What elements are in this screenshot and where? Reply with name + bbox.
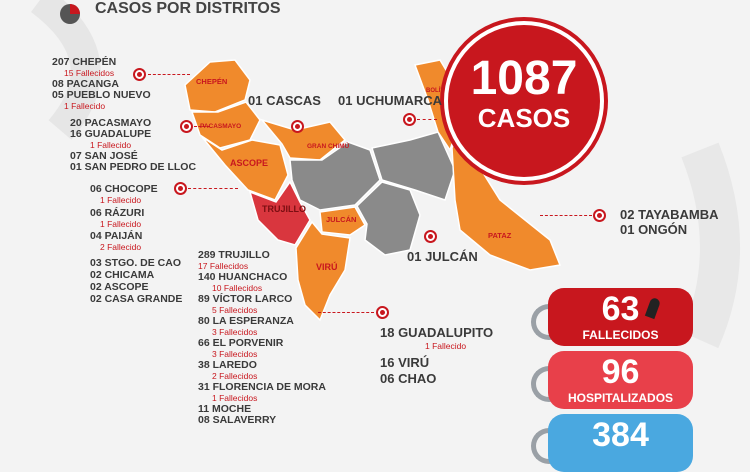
list-item: 03 STGO. DE CAO <box>90 257 182 269</box>
list-item: 02 CHICAMA <box>90 269 155 281</box>
map-label-trujillo: TRUJILLO <box>262 204 306 214</box>
list-item: 16 GUADALUPE <box>70 128 152 140</box>
list-item: 207 CHEPÉN <box>52 56 117 68</box>
list-item: 07 SAN JOSÉ <box>70 150 138 162</box>
map-label-pataz: PATAZ <box>488 231 512 240</box>
list-item: 140 HUANCHACO <box>198 271 288 283</box>
map-region-otuzco <box>289 141 381 211</box>
list-item-deaths: 1 Fallecido <box>64 101 106 111</box>
list-item: 89 VÍCTOR LARCO <box>198 293 293 305</box>
list-item-deaths: 1 Fallecido <box>100 195 142 205</box>
list-item: 66 EL PORVENIR <box>198 337 284 349</box>
list-item: 05 PUEBLO NUEVO <box>52 89 151 101</box>
trujillo-district-list: 289 TRUJILLO 17 Fallecidos 140 HUANCHACO… <box>198 250 326 426</box>
list-item: 06 RÁZURI <box>90 207 145 219</box>
callout-chao: 06 CHAO <box>380 371 437 386</box>
map-region-ascope <box>201 136 289 201</box>
map-label-pacasmayo: PACASMAYO <box>200 123 241 130</box>
map-label-bolivar: BOLÍVAR <box>426 86 453 94</box>
callout-marker <box>291 120 304 133</box>
callout-guadalupito: 18 GUADALUPITO <box>380 325 494 340</box>
list-item: 31 FLORENCIA DE MORA <box>198 381 326 393</box>
list-item: 01 SAN PEDRO DE LLOC <box>70 161 197 173</box>
callout-marker <box>376 306 389 319</box>
map-region-gray-north <box>371 131 456 201</box>
list-item-deaths: 15 Fallecidos <box>64 68 115 78</box>
total-cases-number: 1087 <box>470 52 578 105</box>
list-item: 08 PACANGA <box>52 78 119 90</box>
callout-uchumarca: 01 UCHUMARCA <box>338 93 443 108</box>
callout-viru: 16 VIRÚ <box>380 355 430 370</box>
callout-marker <box>174 182 187 195</box>
list-item: 08 SALAVERRY <box>198 414 277 426</box>
callout-marker <box>133 68 146 81</box>
callout-ongon: 01 ONGÓN <box>620 222 688 237</box>
map-region-julcan <box>319 206 366 236</box>
list-item: 04 PAIJÁN <box>90 230 143 242</box>
map-label-chepen: CHEPÉN <box>196 77 227 86</box>
map-label-gran-chimu: GRAN CHIMÚ <box>307 141 350 150</box>
list-item: 38 LAREDO <box>198 359 257 371</box>
stat-deaths-label: FALLECIDOS <box>582 328 659 342</box>
map-region-chepen <box>184 59 251 113</box>
map-region-trujillo <box>248 180 311 246</box>
stat-card-third: 384 <box>548 414 693 472</box>
list-item: 11 MOCHE <box>198 403 252 415</box>
map-region-sanchez-carrion <box>356 181 421 256</box>
total-cases-label: CASOS <box>477 103 571 133</box>
stat-hospitalized-number: 96 <box>601 353 640 391</box>
list-item-deaths: 10 Fallecidos <box>212 283 263 293</box>
callout-guadalupito-deaths: 1 Fallecido <box>425 341 467 351</box>
list-item: 80 LA ESPERANZA <box>198 315 294 327</box>
list-item-deaths: 2 Fallecidos <box>212 371 258 381</box>
map-label-viru: VIRÚ <box>316 261 338 272</box>
list-item-deaths: 1 Fallecido <box>100 219 142 229</box>
callout-cascas: 01 CASCAS <box>248 93 321 108</box>
list-item: 20 PACASMAYO <box>70 117 152 129</box>
callout-marker <box>403 113 416 126</box>
left-district-list: 207 CHEPÉN 15 Fallecidos 08 PACANGA 05 P… <box>52 57 182 112</box>
list-item-deaths: 3 Fallecidos <box>212 327 258 337</box>
page-title: CASOS POR DISTRITOS <box>95 0 281 17</box>
list-item-deaths: 5 Fallecidos <box>212 305 258 315</box>
callout-tayabamba: 02 TAYABAMBA <box>620 207 719 222</box>
list-item: 06 CHOCOPE <box>90 183 158 195</box>
list-item: 02 CASA GRANDE <box>90 293 183 305</box>
list-item-deaths: 1 Fallecido <box>90 140 132 150</box>
callout-marker <box>593 209 606 222</box>
callout-marker <box>180 120 193 133</box>
stat-card-deaths: 63 FALLECIDOS <box>548 288 693 346</box>
list-item-deaths: 2 Fallecido <box>100 242 142 252</box>
list-item-deaths: 3 Fallecidos <box>212 349 258 359</box>
map-label-julcan: JULCÁN <box>326 215 356 224</box>
callout-julcan: 01 JULCÁN <box>407 249 478 264</box>
list-item: 02 ASCOPE <box>90 281 149 293</box>
stat-deaths-number: 63 <box>601 290 640 328</box>
callout-marker <box>424 230 437 243</box>
map-region-viru <box>295 220 351 322</box>
stat-third-number: 384 <box>592 416 649 454</box>
list-item-deaths: 1 Fallecidos <box>212 393 258 403</box>
stat-card-hospitalized: 96 HOSPITALIZADOS <box>548 351 693 409</box>
background-decoration <box>30 0 740 349</box>
map-label-ascope: ASCOPE <box>230 158 268 168</box>
stat-hospitalized-label: HOSPITALIZADOS <box>567 391 674 405</box>
list-item: 289 TRUJILLO <box>198 249 270 261</box>
list-item-deaths: 17 Fallecidos <box>198 261 249 271</box>
